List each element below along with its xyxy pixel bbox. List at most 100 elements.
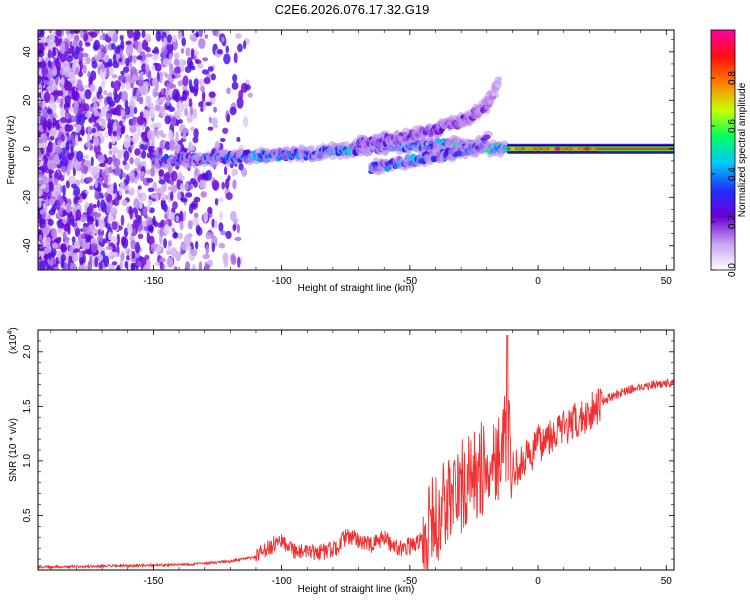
spectrogram-noise-cell [52, 242, 59, 249]
spectrogram-noise-cell [216, 49, 224, 55]
spectrogram-noise-cell [155, 30, 162, 42]
spectrogram-noise-cell [76, 79, 83, 91]
spectrogram-noise-cell [137, 233, 144, 240]
spectrogram-noise-cell [177, 31, 183, 40]
spectrogram-noise-cell [78, 137, 83, 142]
spectrogram-noise-cell [56, 96, 60, 104]
spectrogram-noise-cell [106, 61, 113, 67]
spectrogram-noise-cell [99, 234, 103, 243]
spectrogram-noise-cell [205, 101, 212, 107]
spectrogram-noise-cell [141, 192, 147, 202]
spectrogram-noise-cell [55, 60, 61, 70]
spectrogram-noise-cell [87, 131, 91, 144]
spectrogram-noise-cell [53, 90, 61, 95]
spectrogram-noise-cell [145, 110, 150, 121]
spectrogram-noise-cell [145, 33, 152, 41]
spectrogram-noise-cell [205, 244, 210, 256]
spectrogram-noise-cell [64, 95, 71, 106]
spectrogram-noise-cell [90, 32, 98, 38]
spectrogram-noise-cell [198, 261, 203, 270]
spectrogram-noise-cell [226, 113, 231, 123]
spectrogram-noise-cell [190, 126, 195, 131]
spectrogram-noise-cell [182, 85, 188, 93]
spectrogram-noise-cell [74, 134, 79, 145]
spectrogram-noise-cell [225, 45, 230, 54]
spectrogram-noise-cell [149, 200, 153, 205]
spectrogram-noise-cell [160, 96, 167, 101]
spectrogram-noise-cell [236, 136, 241, 142]
spectrogram-signal [150, 76, 510, 176]
spectrogram-noise-cell [73, 248, 81, 253]
spectrogram-noise-cell [38, 76, 42, 84]
spectrogram-noise-cell [175, 215, 180, 223]
spectrogram-noise-cell [99, 68, 107, 80]
spectrogram-noise-cell [86, 176, 94, 183]
spectrogram-noise-cell [136, 189, 141, 195]
spectrogram-noise-cell [165, 171, 171, 180]
spectrogram-noise-cell [130, 239, 137, 250]
spectrogram-noise-cell [39, 217, 43, 229]
spectrogram-noise-cell [103, 255, 110, 268]
spectrogram-noise-cell [63, 223, 70, 232]
spectrogram-noise-cell [86, 236, 92, 243]
spectrogram-noise-cell [38, 42, 45, 54]
spectrogram-noise-cell [108, 141, 113, 150]
spectrogram-noise-cell [69, 245, 74, 257]
spectrogram-noise-cell [192, 136, 199, 144]
spectrogram-noise-cell [100, 199, 106, 211]
spectrogram-noise-cell [38, 142, 43, 150]
spectrogram-noise-cell [120, 39, 125, 51]
spectrogram-noise-cell [146, 259, 151, 270]
spectrogram-noise-cell [145, 169, 152, 175]
spectrogram-noise-cell [232, 73, 238, 83]
snr-y-tick-label: 2.0 [22, 344, 33, 358]
spectrogram-noise-cell [159, 257, 166, 263]
spectrogram-noise-cell [149, 226, 154, 234]
spectrogram-noise-cell [154, 63, 162, 72]
tone-band-blob [516, 146, 522, 151]
spectrogram-noise-cell [183, 210, 187, 222]
spectrogram-noise-cell [164, 141, 171, 151]
spectrogram-noise-cell [141, 30, 146, 39]
spectrogram-noise-cell [158, 179, 166, 185]
spectrogram-noise-cell [188, 203, 194, 215]
spectrogram-noise-cell [68, 175, 76, 185]
spectrogram-noise-cell [45, 236, 52, 248]
snr-x-axis-label: Height of straight line (km) [298, 584, 415, 595]
spectrogram-y-axis: -40 -20 0 20 40 [22, 39, 674, 271]
spectrogram-noise-cell [164, 213, 168, 220]
spectrogram-noise-cell [59, 52, 66, 63]
spectrogram-noise-cell [170, 116, 177, 127]
spectrogram-noise-cell [207, 66, 214, 72]
spectrogram-noise-cell [125, 40, 132, 46]
spectrogram-noise-cell [205, 231, 212, 240]
spectrogram-noise-cell [92, 136, 100, 147]
spectrogram-noise-cell [107, 231, 113, 241]
spectrogram-noise-cell [145, 64, 150, 72]
spectrogram-noise-cell [78, 263, 85, 270]
spectrogram-noise-cell [89, 185, 94, 191]
colorbar-bar [710, 29, 736, 271]
spectrogram-noise-cell [47, 39, 55, 49]
spectrogram-noise-cell [60, 76, 65, 86]
tone-band-blob [542, 146, 548, 151]
snr-y-axis-label: SNR (10 * v/v) [8, 418, 19, 482]
spectrogram-y-tick-label: 40 [22, 46, 33, 58]
spectrogram-noise-cell [247, 92, 253, 98]
spectrogram-noise-cell [145, 95, 152, 104]
spectrogram-noise-cell [173, 58, 180, 66]
spectrogram-noise-cell [183, 234, 192, 247]
spectrogram-noise-cell [134, 148, 141, 156]
spectrogram-noise-cell [122, 66, 130, 74]
spectrogram-noise-cell [98, 44, 105, 50]
spectrogram-y-tick-label: -40 [22, 238, 33, 253]
spectrogram-noise-cell [159, 226, 164, 238]
spectrogram-noise-cell [144, 254, 150, 261]
spectrogram-noise-cell [191, 65, 196, 71]
spectrogram-noise-cell [238, 89, 244, 100]
colorbar: 0.0 0.2 0.4 0.6 0.8 Normalized spectral ampl… [710, 29, 748, 277]
snr-y-tick-label: 1.5 [22, 399, 33, 413]
spectrogram-noise-cell [169, 63, 174, 76]
spectrogram-noise-cell [125, 82, 131, 91]
